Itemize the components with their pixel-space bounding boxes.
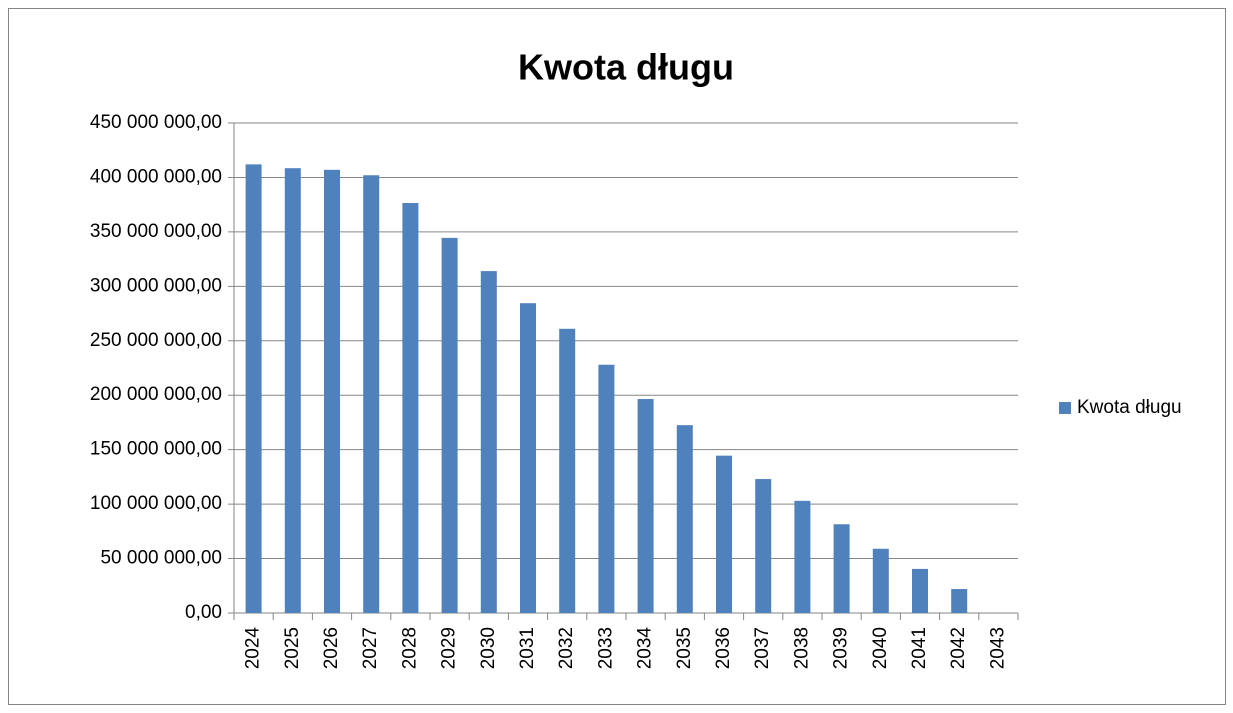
y-tick-label: 0,00 [185,602,222,623]
bar [951,589,968,613]
x-tick-label: 2027 [360,627,381,669]
chart-border [8,8,1226,705]
x-tick-label: 2040 [870,627,891,669]
chart-title: Kwota długu [518,47,734,88]
bar [833,524,850,613]
x-tick-label: 2038 [791,627,812,669]
y-tick-label: 350 000 000,00 [90,221,222,242]
bar [559,328,576,613]
bar [480,271,497,613]
x-tick-label: 2037 [752,627,773,669]
bar [284,168,301,613]
y-tick-label: 150 000 000,00 [90,439,222,460]
bar [324,169,340,614]
bar [637,399,654,613]
y-tick-label: 450 000 000,00 [90,112,222,133]
y-tick-label: 50 000 000,00 [100,548,222,569]
y-tick-label: 100 000 000,00 [90,493,222,514]
bar [716,455,732,613]
bar [441,237,458,613]
y-tick-label: 200 000 000,00 [90,384,222,405]
y-tick-label: 400 000 000,00 [90,166,222,187]
x-tick-label: 2028 [399,627,420,669]
x-tick-label: 2033 [595,627,616,669]
x-tick-label: 2030 [478,627,499,669]
x-tick-label: 2026 [321,627,342,669]
bar [676,425,693,613]
x-tick-label: 2041 [909,627,930,669]
bar [794,500,811,613]
bar [912,568,928,613]
x-tick-label: 2029 [439,627,460,669]
x-tick-label: 2024 [243,627,264,670]
x-tick-label: 2031 [517,627,538,669]
bar [245,164,262,613]
x-tick-label: 2039 [831,627,852,669]
x-tick-label: 2043 [987,627,1008,669]
x-tick-label: 2025 [282,627,303,669]
x-tick-label: 2032 [556,627,577,669]
y-tick-label: 300 000 000,00 [90,275,222,296]
legend-label: Kwota długu [1077,397,1182,418]
y-tick-label: 250 000 000,00 [90,330,222,351]
bar [402,203,419,614]
bar [872,548,889,613]
bar [363,175,380,613]
x-tick-label: 2035 [674,627,695,669]
legend-swatch [1059,402,1071,414]
bar [598,364,615,613]
x-tick-label: 2036 [713,627,734,669]
x-tick-label: 2034 [635,627,656,670]
bar [755,479,772,613]
x-tick-label: 2042 [948,627,969,669]
bar [520,303,536,613]
